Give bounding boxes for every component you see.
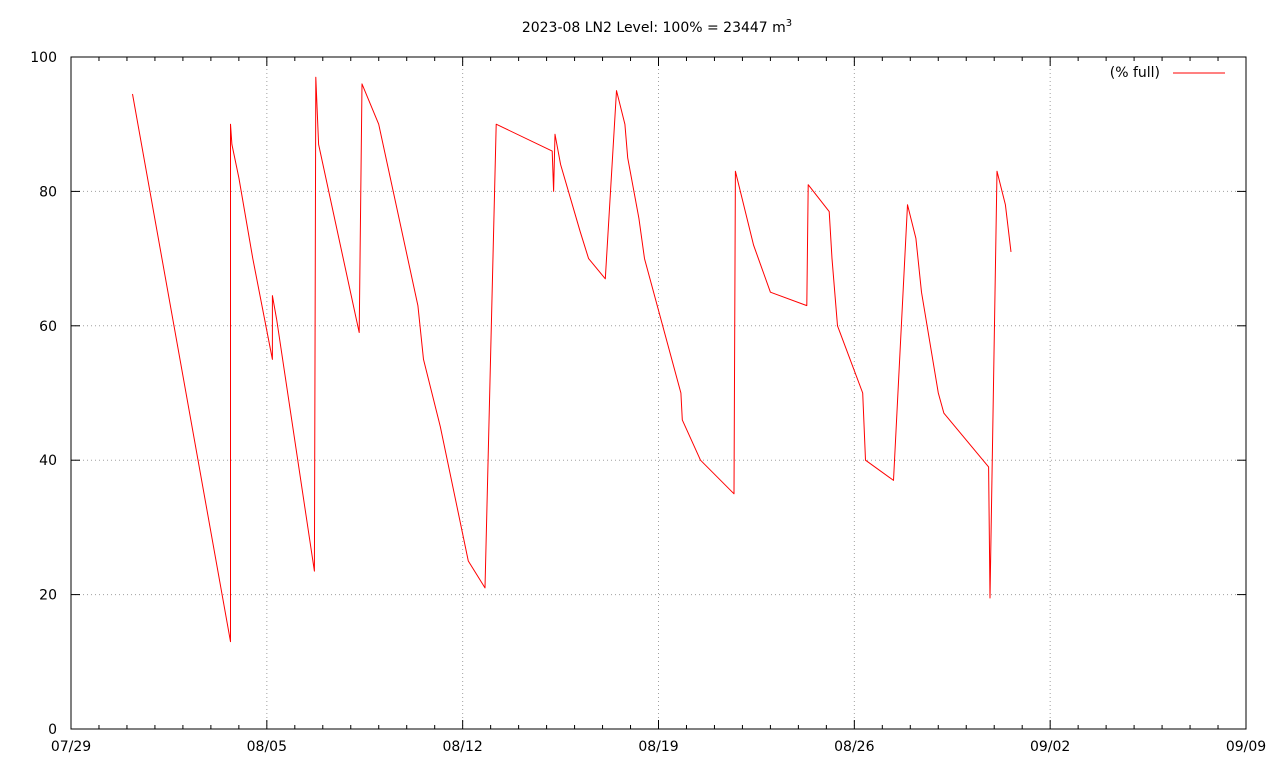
axis-ticks: 0 20 40 60 80 100 07/29 08/05 08/12 08/19 08/26 09/… <box>30 50 1266 755</box>
x-tick-label: 08/05 <box>247 739 287 755</box>
legend: (% full) <box>1110 65 1225 81</box>
legend-label: (% full) <box>1110 65 1160 81</box>
chart-title: 2023-08 LN2 Level: 100% = 23447 m3 <box>522 18 792 36</box>
x-tick-label: 08/12 <box>442 739 482 755</box>
x-tick-label: 09/09 <box>1226 739 1266 755</box>
grid-lines <box>71 57 1246 729</box>
y-tick-label: 80 <box>39 184 57 200</box>
y-tick-label: 60 <box>39 319 57 335</box>
y-tick-label: 0 <box>48 722 57 738</box>
chart-title-main: 2023-08 LN2 Level: 100% = 23447 m <box>522 20 786 36</box>
x-tick-label: 08/19 <box>638 739 678 755</box>
chart-title-superscript: 3 <box>786 18 792 29</box>
series-line <box>132 76 1012 643</box>
y-tick-label: 100 <box>30 50 57 66</box>
y-tick-label: 20 <box>39 588 57 604</box>
x-tick-label: 08/26 <box>834 739 874 755</box>
series-layer <box>132 76 1012 643</box>
x-tick-label: 07/29 <box>51 739 91 755</box>
y-tick-label: 40 <box>39 453 57 469</box>
x-tick-label: 09/02 <box>1030 739 1070 755</box>
